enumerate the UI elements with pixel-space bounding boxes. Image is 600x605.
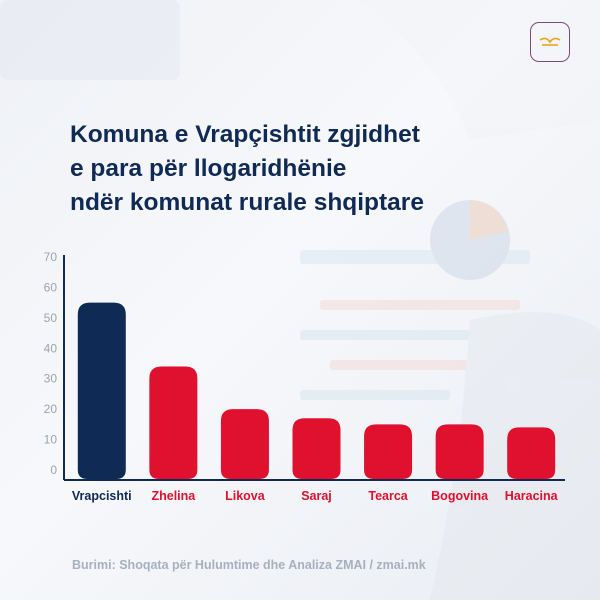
y-tick-label: 30 bbox=[44, 372, 58, 386]
bar-likova bbox=[220, 409, 269, 479]
y-tick-label: 70 bbox=[44, 250, 58, 264]
y-tick-label: 20 bbox=[44, 402, 58, 416]
x-label-likova: Likova bbox=[225, 489, 266, 503]
source-note: Burimi: Shoqata për Hulumtime dhe Analiz… bbox=[72, 558, 426, 572]
x-label-tearca: Tearca bbox=[368, 489, 408, 503]
bar-zhelina bbox=[149, 366, 198, 479]
y-tick-label: 40 bbox=[44, 341, 58, 355]
y-tick-label: 50 bbox=[44, 311, 58, 325]
y-tick-label: 0 bbox=[50, 463, 57, 477]
headline: Komuna e Vrapçishtit zgjidhet e para për… bbox=[70, 118, 540, 220]
zmai-logo bbox=[530, 22, 570, 62]
x-axis-labels: Vrapcishti Zhelina Likova Saraj Tearca Bogovi… bbox=[72, 489, 559, 503]
headline-line-3: ndër komunat rurale shqiptare bbox=[70, 189, 424, 216]
bar-tearca bbox=[364, 424, 413, 479]
bar-bogovina bbox=[435, 424, 484, 479]
y-axis-ticks: 0 10 20 30 40 50 60 70 bbox=[44, 250, 58, 477]
headline-line-2: e para për llogaridhënie bbox=[70, 155, 347, 182]
zmai-logo-icon bbox=[539, 37, 561, 46]
headline-line-1: Komuna e Vrapçishtit zgjidhet bbox=[70, 121, 420, 148]
y-tick-label: 10 bbox=[44, 433, 58, 447]
x-label-zhelina: Zhelina bbox=[151, 489, 196, 503]
bar-haracina bbox=[507, 427, 556, 479]
x-label-bogovina: Bogovina bbox=[431, 489, 489, 503]
bars bbox=[77, 302, 556, 479]
bar-vrapcishti bbox=[77, 302, 126, 479]
x-label-vrapcishti: Vrapcishti bbox=[72, 489, 132, 503]
x-label-saraj: Saraj bbox=[301, 489, 332, 503]
y-tick-label: 60 bbox=[44, 280, 58, 294]
bar-saraj bbox=[292, 418, 341, 479]
x-label-haracina: Haracina bbox=[505, 489, 559, 503]
